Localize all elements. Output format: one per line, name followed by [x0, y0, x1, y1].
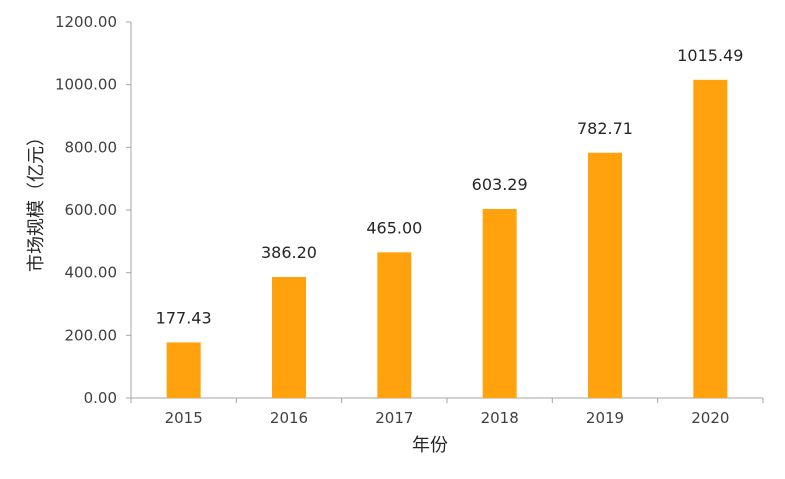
y-axis: 0.00 200.00 400.00 600.00 800.00 1000.00 1200.…: [55, 13, 132, 407]
bar-series: [166, 79, 728, 398]
bar-2016: [272, 276, 306, 398]
y-axis-title: 市场规模（亿元）: [26, 128, 47, 272]
bar-2017: [377, 252, 412, 398]
data-labels: 177.43 386.20 465.00 603.29 782.71 1015.49: [156, 46, 744, 328]
x-tick-label: 2017: [375, 409, 413, 427]
data-label-2018: 603.29: [472, 175, 528, 194]
y-tick-label: 1200.00: [55, 13, 117, 31]
x-tick-label: 2020: [691, 409, 729, 427]
x-tick-label: 2018: [481, 409, 519, 427]
bar-2018: [482, 208, 517, 398]
y-tick-label: 600.00: [65, 201, 118, 219]
bar-2019: [588, 152, 622, 398]
x-axis-title: 年份: [412, 435, 448, 456]
data-label-2020: 1015.49: [677, 46, 743, 65]
data-label-2017: 465.00: [366, 218, 422, 237]
data-label-2015: 177.43: [156, 308, 212, 327]
y-tick-label: 800.00: [65, 138, 118, 156]
bar-2020: [693, 79, 728, 398]
y-tick-label: 400.00: [65, 264, 118, 282]
y-tick-label: 1000.00: [55, 76, 117, 94]
data-label-2016: 386.20: [261, 243, 317, 262]
y-tick-label: 200.00: [65, 326, 118, 344]
x-tick-label: 2019: [586, 409, 624, 427]
y-tick-label: 0.00: [84, 389, 117, 407]
x-tick-label: 2015: [165, 409, 203, 427]
x-axis: 2015 2016 2017 2018 2019 2020: [130, 397, 764, 427]
data-label-2019: 782.71: [577, 119, 633, 138]
bar-2015: [166, 342, 201, 398]
x-tick-label: 2016: [270, 409, 308, 427]
